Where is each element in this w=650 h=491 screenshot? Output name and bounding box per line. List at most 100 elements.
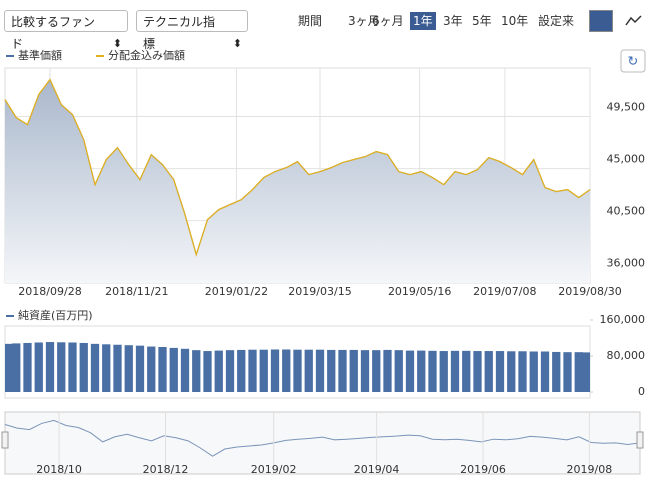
x-tick-label: 2018/10 (36, 463, 82, 476)
bar (5, 343, 14, 392)
bar (34, 342, 43, 392)
bar (23, 342, 32, 392)
bar (349, 349, 358, 392)
bar (57, 342, 66, 392)
bar (563, 352, 572, 392)
bar (315, 349, 325, 392)
bar (169, 347, 178, 392)
series-line (4, 78, 591, 257)
x-tick-label: 2019/08/30 (558, 285, 621, 298)
bar (360, 350, 370, 392)
bar (259, 349, 268, 392)
x-tick-label: 2019/04 (354, 463, 400, 476)
period-button[interactable]: 3ヶ月 (348, 14, 380, 28)
period-button[interactable]: 設定来 (538, 14, 575, 28)
bar (270, 349, 280, 392)
bar-chart-title: 純資産(百万円) (18, 309, 93, 322)
bar (552, 351, 561, 392)
bar (12, 343, 21, 392)
x-tick-label: 2018/09/28 (18, 285, 81, 298)
x-tick-label: 2019/06 (460, 463, 506, 476)
x-tick-label: 2019/05/16 (388, 285, 451, 298)
navigator-handle[interactable] (636, 431, 644, 449)
line-icon (625, 15, 642, 26)
area-fill (5, 79, 590, 283)
bar (45, 342, 55, 392)
bar (473, 351, 482, 392)
period-button[interactable]: 5年 (472, 14, 492, 28)
x-tick-label: 2018/11/21 (105, 285, 168, 298)
bar (68, 342, 77, 392)
bar (225, 350, 235, 392)
bar (405, 350, 415, 392)
area-chart-button[interactable] (589, 10, 613, 32)
bar (147, 346, 156, 392)
bar (581, 352, 590, 392)
navigator-handle[interactable] (1, 431, 9, 449)
bar (462, 350, 471, 392)
period-label: 期間 (298, 14, 323, 28)
bar (372, 350, 381, 392)
period-button[interactable]: 6ヶ月 (372, 14, 404, 28)
compare-select[interactable]: 比較するファンド (4, 10, 128, 55)
bar (507, 351, 516, 392)
x-tick-label: 2019/03/15 (288, 285, 351, 298)
bar (237, 349, 246, 392)
bar (282, 349, 291, 392)
bar (394, 350, 403, 392)
bar (428, 350, 437, 392)
bar (135, 345, 145, 392)
plot-area (4, 67, 591, 284)
y-tick-label: 49,500 (607, 101, 646, 114)
y-tick-label: 36,000 (607, 257, 646, 270)
reset-button[interactable] (620, 49, 646, 73)
x-tick-label: 2019/08 (567, 463, 613, 476)
bar (518, 351, 527, 392)
bar (529, 351, 538, 392)
bar (338, 349, 347, 392)
bar (417, 350, 426, 392)
bar (113, 344, 122, 392)
period-button[interactable]: 1年 (410, 12, 436, 30)
period-button[interactable]: 10年 (501, 14, 529, 28)
y-tick-label: 45,000 (607, 153, 646, 166)
bar (484, 351, 493, 392)
series-line (4, 78, 591, 257)
x-tick-label: 2019/07/08 (473, 285, 536, 298)
bar (495, 351, 505, 392)
bar (304, 349, 313, 392)
bar (439, 351, 448, 392)
bar (574, 352, 583, 392)
bar (450, 350, 460, 392)
bar-plot-area (4, 325, 591, 399)
bar (383, 349, 392, 392)
bar (192, 350, 201, 392)
legend-label: 基準価額 (18, 48, 62, 62)
x-tick-label: 2018/12 (143, 463, 189, 476)
period-button[interactable]: 3年 (443, 14, 463, 28)
line-chart-button[interactable] (622, 10, 646, 32)
navigator-line (4, 419, 641, 457)
x-tick-label: 2019/02 (251, 463, 297, 476)
y-tick-label: 0 (638, 385, 645, 398)
reset-icon: ↻ (628, 55, 639, 70)
bar (180, 348, 190, 392)
bar (327, 349, 336, 392)
bar (293, 349, 302, 392)
bar (203, 351, 212, 392)
y-tick-label: 80,000 (607, 349, 646, 362)
bar (90, 343, 100, 392)
bar (248, 349, 257, 392)
y-tick-label: 160,000 (600, 313, 646, 326)
bar (158, 347, 167, 392)
bar (214, 350, 223, 392)
navigator-area (4, 411, 641, 475)
x-tick-label: 2019/01/22 (205, 285, 268, 298)
bar (102, 344, 111, 392)
y-tick-label: 40,500 (607, 205, 646, 218)
technical-select[interactable]: テクニカル指標 (136, 10, 248, 55)
bar (79, 342, 88, 392)
bar (124, 345, 133, 392)
bar (540, 351, 550, 392)
